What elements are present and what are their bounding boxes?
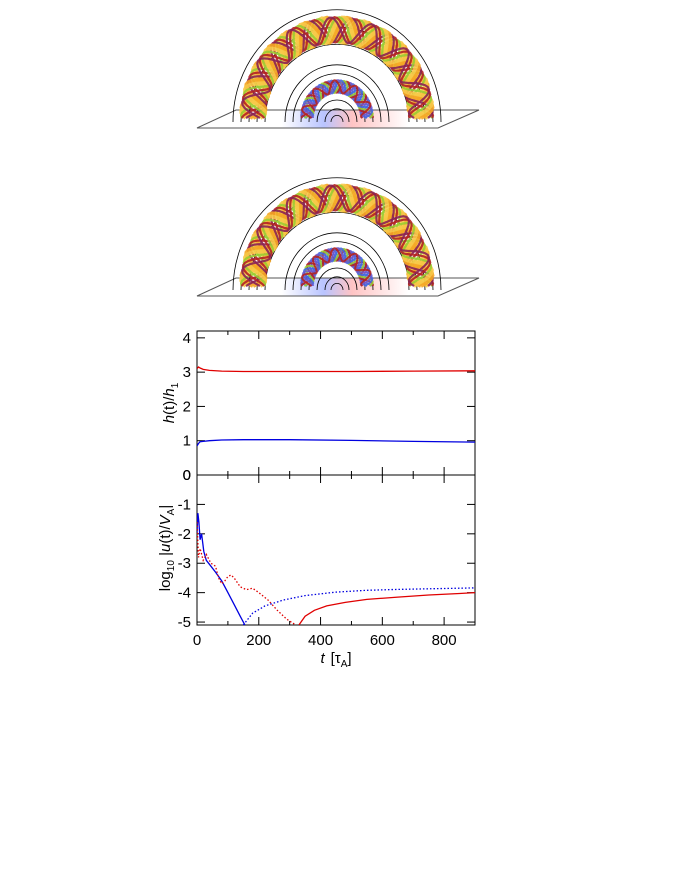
velocity-plot-frame — [196, 474, 476, 626]
large-rope-strand — [241, 16, 431, 119]
series-line-2 — [242, 587, 475, 625]
ytick-label: -1 — [178, 496, 191, 513]
field-line-inner — [324, 276, 350, 291]
flux-rope-render-bottom — [196, 177, 480, 297]
field-line-outer — [232, 9, 442, 123]
velocity-plot: 0-1-2-3-4-50 200 400 600 800 log10 |u(t)/VA|… — [157, 467, 476, 670]
large-rope-strand — [241, 184, 431, 287]
field-line-inner — [316, 267, 358, 291]
ytick-label: -4 — [178, 585, 191, 602]
large-rope-strand — [241, 16, 432, 119]
velocity-plot-ylabel: log10 |u(t)/VA| — [157, 505, 177, 592]
ytick-label: 3 — [183, 364, 191, 381]
xtick-label: 600 — [370, 632, 395, 649]
ytick-label: 1 — [183, 433, 191, 450]
height-plot-ylabel: h(t)/h1 — [161, 382, 181, 423]
ytick-label: 0 — [183, 467, 191, 484]
small-rope-strand — [302, 79, 374, 119]
field-line-inner — [330, 115, 344, 123]
field-line-inner — [284, 232, 390, 291]
ytick-label: -3 — [178, 555, 191, 572]
xtick-label: 0 — [193, 632, 201, 649]
velocity-plot-series — [197, 513, 475, 625]
height-plot-frame — [196, 330, 476, 476]
height-plot: 0 1 2 3 4 h(t)/h1 — [161, 330, 476, 484]
field-line-outer — [264, 43, 410, 123]
field-line-inner — [292, 241, 382, 291]
series-line-3 — [298, 591, 475, 625]
series-line-0 — [197, 366, 475, 373]
field-line-outer — [264, 211, 410, 291]
photosphere-plane — [196, 277, 480, 297]
field-line-inner — [284, 64, 390, 123]
field-line-inner — [316, 99, 358, 123]
xtick-label: 200 — [246, 632, 271, 649]
series-line-1 — [197, 439, 475, 447]
field-line-inner — [324, 108, 350, 123]
xtick-label: 400 — [308, 632, 333, 649]
series-line-1 — [197, 522, 297, 625]
large-rope-strand — [241, 184, 432, 287]
xtick-label: 800 — [432, 632, 457, 649]
height-plot-ticks: 0 1 2 3 4 — [183, 330, 476, 484]
velocity-plot-ticks: 0-1-2-3-4-50 200 400 600 800 — [178, 467, 476, 649]
ytick-label: 2 — [183, 398, 191, 415]
small-rope-strand — [301, 79, 373, 119]
small-rope-strand — [301, 247, 373, 287]
ytick-label: -5 — [178, 614, 191, 631]
velocity-plot-xlabel: t [τA] — [320, 650, 351, 670]
flux-rope-render-top — [196, 9, 480, 129]
height-plot-series — [197, 366, 475, 447]
small-rope-strand — [300, 79, 372, 119]
small-rope-strand — [302, 247, 374, 287]
small-rope-strand — [300, 247, 372, 287]
series-line-0 — [197, 513, 246, 625]
field-line-inner — [292, 73, 382, 123]
ytick-label: -2 — [178, 526, 191, 543]
photosphere-plane — [196, 109, 480, 129]
ytick-label: 4 — [183, 330, 191, 347]
field-line-outer — [232, 177, 442, 291]
field-line-inner — [330, 283, 344, 291]
ytick-label: 0 — [183, 467, 191, 484]
